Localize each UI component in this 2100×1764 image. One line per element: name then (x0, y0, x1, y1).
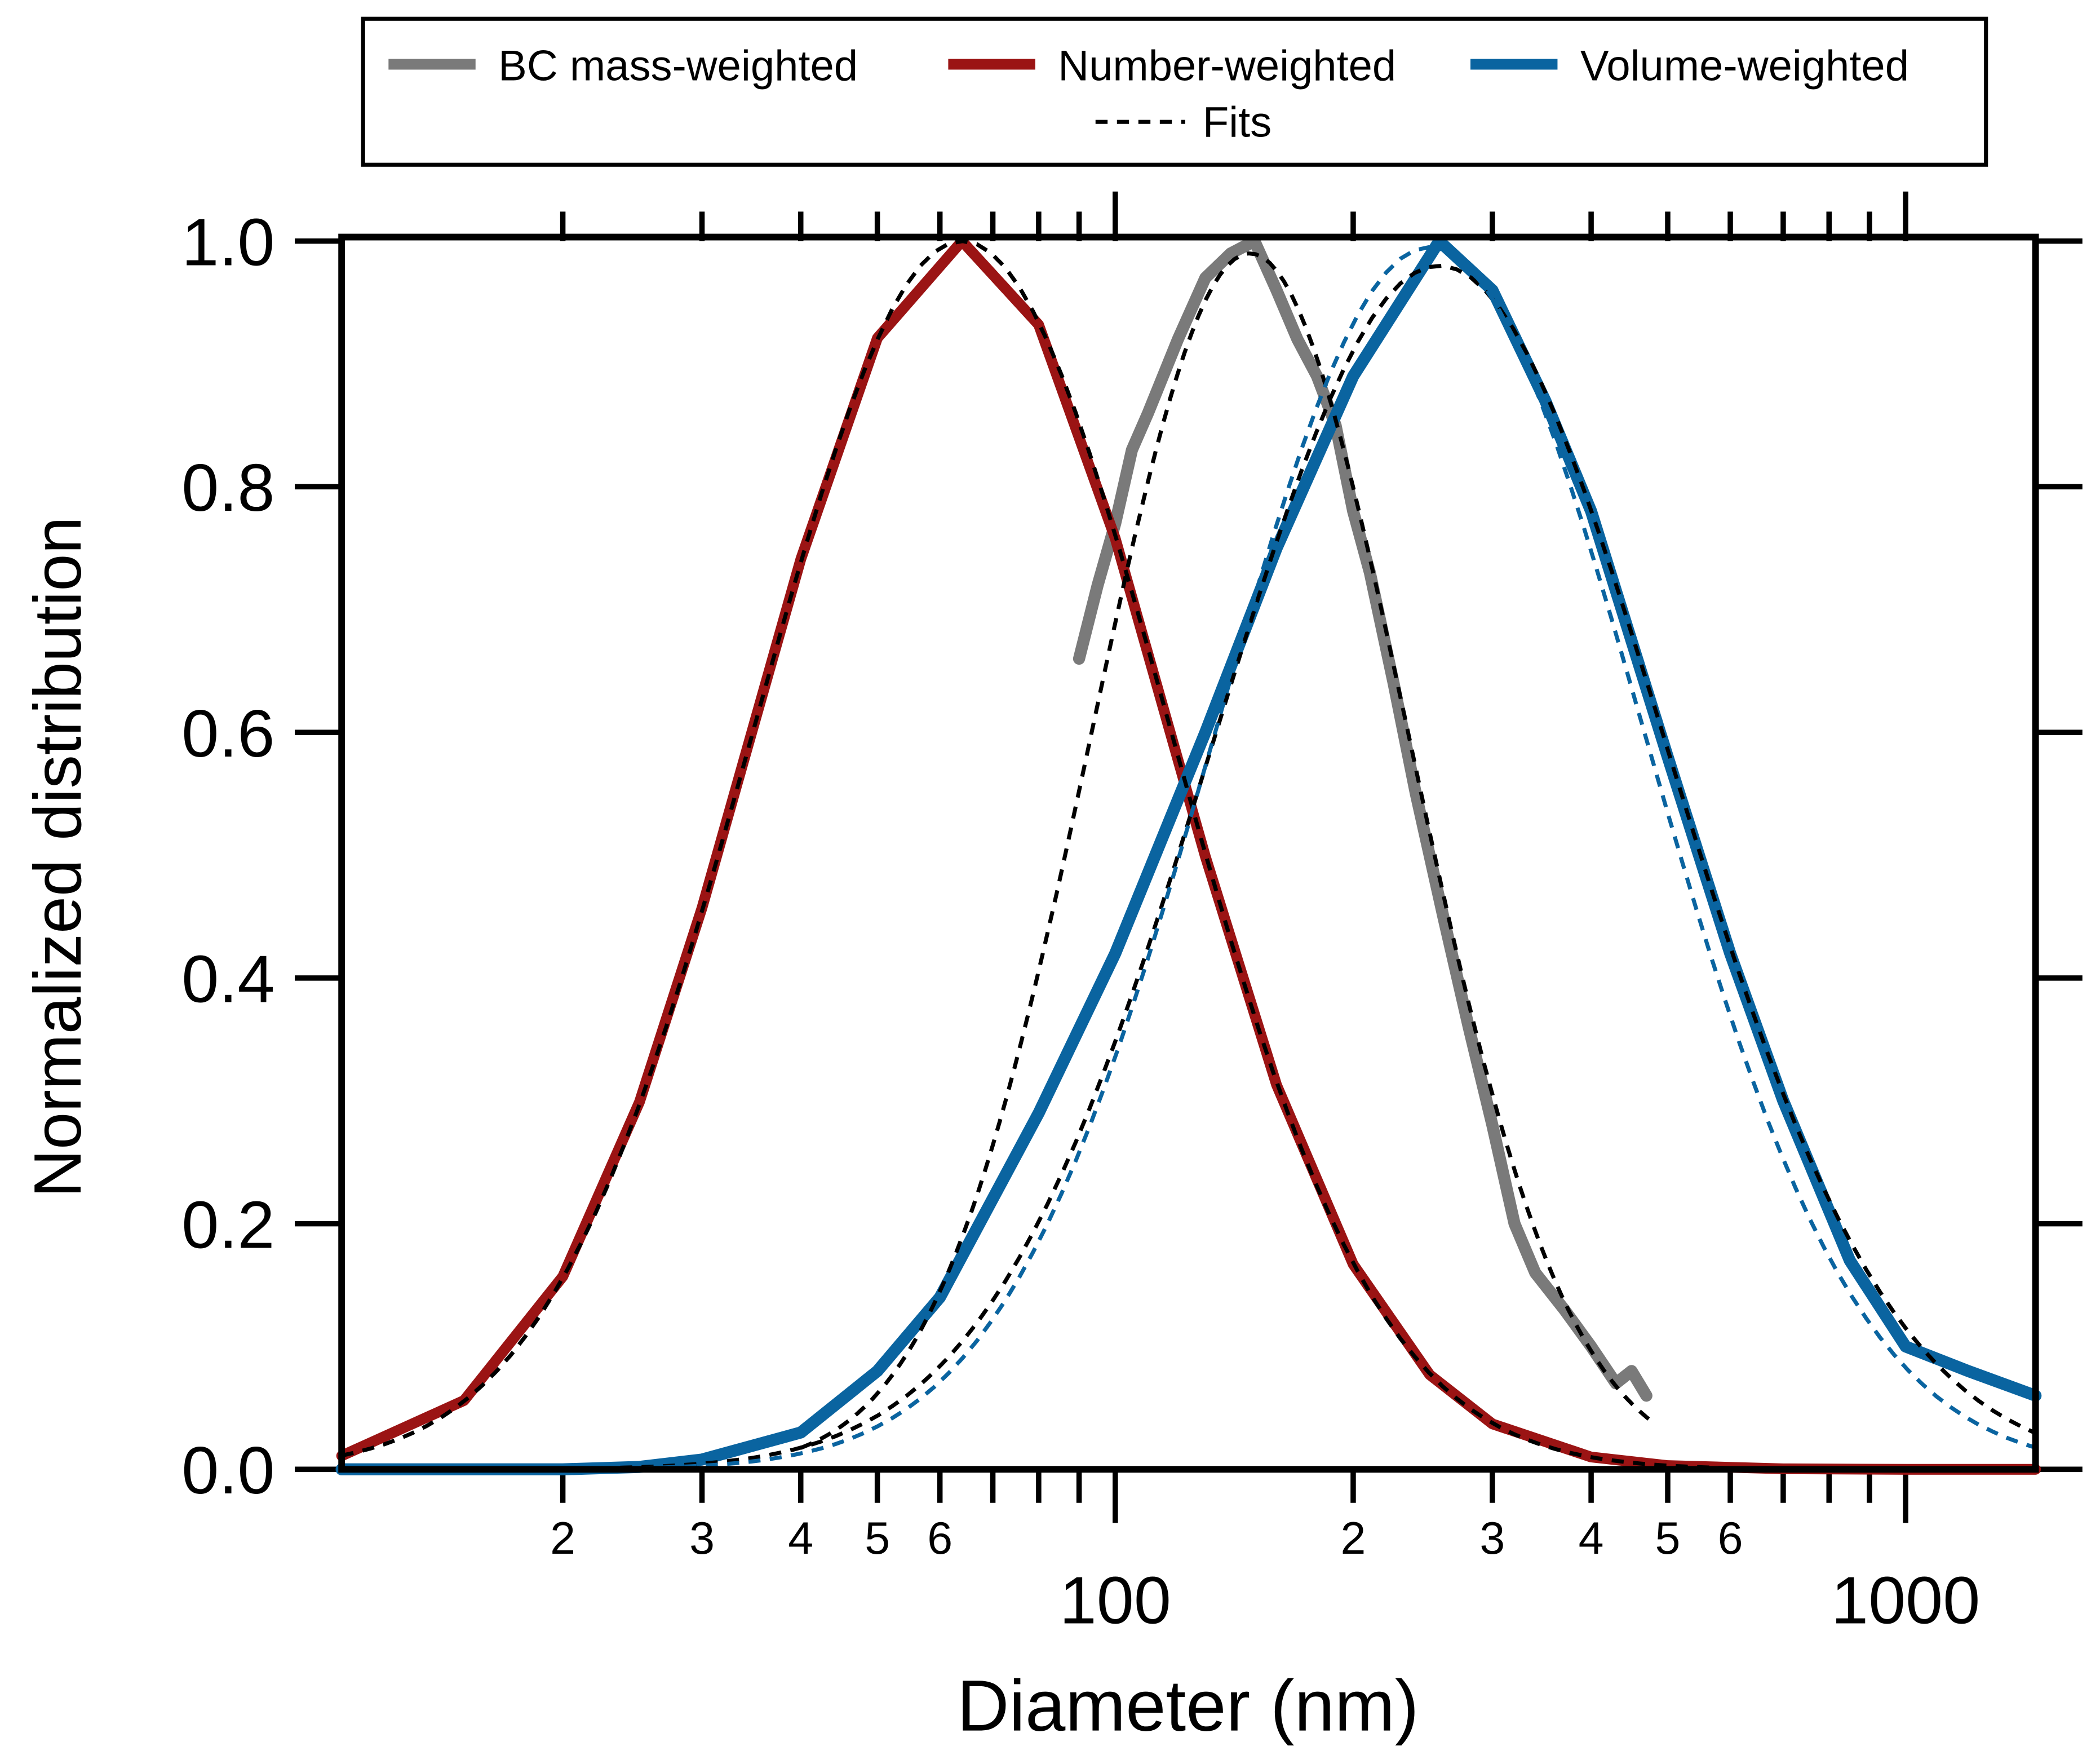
series-line-bc-mass-weighted (1073, 235, 1652, 1402)
y-tick-label: 0.2 (181, 1187, 274, 1262)
fit-line-bc-mass-weighted-fit (800, 251, 1655, 1450)
fit-line-number-weighted-fit (341, 239, 2036, 1471)
legend-label-number: Number-weighted (1058, 42, 1396, 90)
x-tick-label-minor: 3 (689, 1513, 715, 1564)
x-tick-label-minor: 6 (927, 1513, 952, 1564)
legend-box (361, 16, 1988, 167)
series-line-number-weighted (336, 236, 2041, 1475)
y-tick-label: 0.8 (181, 450, 274, 525)
x-tick-label-major: 1000 (1831, 1563, 1980, 1638)
x-tick-label-minor: 2 (1340, 1513, 1366, 1564)
y-tick-label: 1.0 (181, 205, 274, 280)
legend: BC mass-weighted Number-weighted Volume-… (361, 16, 1988, 167)
x-tick-label-minor: 4 (788, 1513, 813, 1564)
x-tick-label-major: 100 (1060, 1563, 1171, 1638)
y-tick-label: 0.0 (181, 1433, 274, 1508)
series-line-volume-weighted (335, 235, 2042, 1476)
legend-label-volume: Volume-weighted (1580, 42, 1909, 90)
y-tick-label: 0.4 (181, 942, 274, 1017)
x-tick-label-minor: 5 (865, 1513, 890, 1564)
legend-label-bc: BC mass-weighted (498, 42, 858, 90)
x-tick-label-minor: 3 (1479, 1513, 1505, 1564)
x-tick-label-minor: 4 (1579, 1513, 1604, 1564)
x-tick-label-minor: 5 (1655, 1513, 1681, 1564)
legend-label-fits: Fits (1203, 98, 1271, 146)
x-tick-label-minor: 2 (550, 1513, 575, 1564)
y-axis-label: Normalized distribution (20, 516, 95, 1197)
fit-line-volume-weighted-fit (342, 263, 2037, 1471)
plot-area (335, 235, 2042, 1476)
plot-frame (338, 233, 2039, 1473)
x-tick-label-minor: 6 (1718, 1513, 1743, 1564)
y-tick-label: 0.6 (181, 696, 274, 771)
fit-line-volume-weighted-fit-blue- (342, 245, 2036, 1471)
x-axis-label: Diameter (nm) (957, 1666, 1419, 1747)
